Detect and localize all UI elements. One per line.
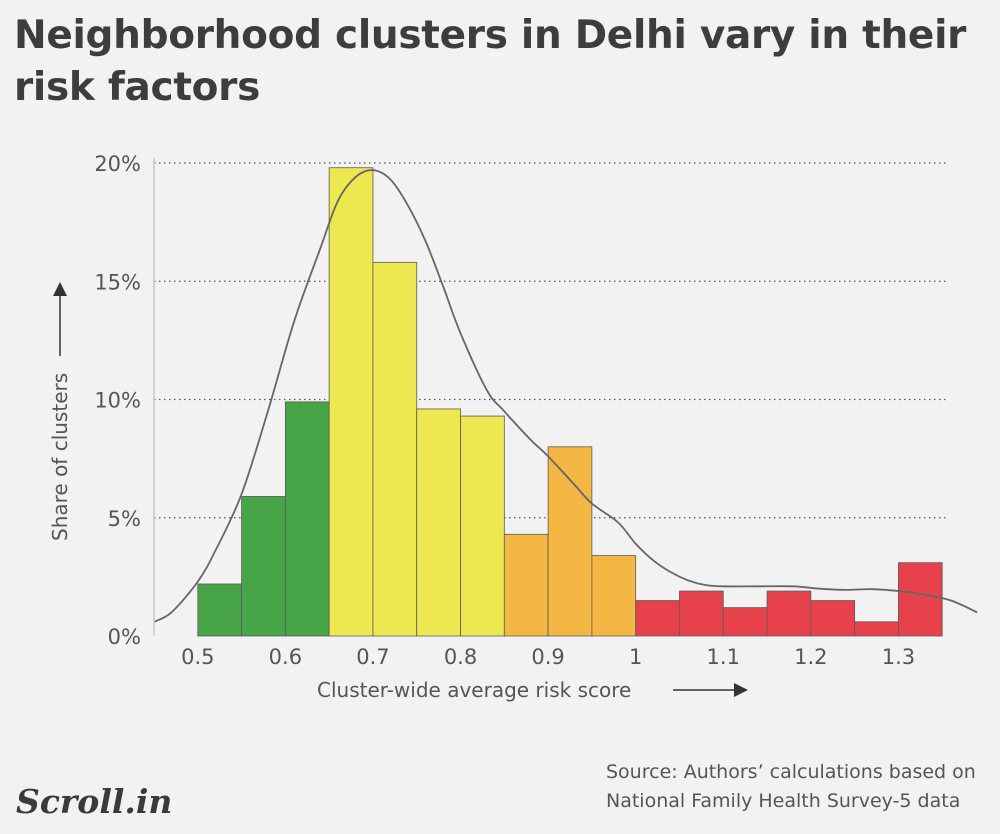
y-axis-label: Share of clusters: [48, 373, 72, 541]
histogram-bar: [547, 446, 593, 637]
scroll-logo: Scroll.in: [16, 782, 173, 821]
x-tick-labels: 0.5 0.6 0.7 0.8 0.9 1 1.1 1.2 1.3: [181, 645, 915, 669]
histogram-bar: [591, 555, 637, 637]
y-tick-label: 0%: [108, 625, 141, 649]
histogram-bar: [284, 401, 330, 637]
x-tick-label: 1.3: [882, 645, 915, 669]
y-tick-label: 15%: [94, 270, 141, 294]
x-tick-label: 0.7: [356, 645, 389, 669]
chart-title: Neighborhood clusters in Delhi vary in t…: [14, 13, 967, 110]
histogram-bar: [722, 607, 768, 637]
histogram-bars: [197, 167, 943, 637]
x-tick-label: 0.5: [181, 645, 214, 669]
x-tick-label: 0.8: [444, 645, 477, 669]
x-tick-label: 1.2: [794, 645, 827, 669]
histogram-bar: [416, 408, 461, 637]
histogram-bar: [372, 261, 418, 637]
histogram-bar: [241, 496, 286, 637]
histogram-bar: [503, 533, 549, 637]
source-line-1: Source: Authors’ calculations based on: [606, 761, 976, 783]
histogram-bar: [635, 600, 680, 637]
x-tick-label: 0.6: [269, 645, 302, 669]
histogram-bar: [898, 562, 943, 637]
source-line-2: National Family Health Survey-5 data: [606, 790, 961, 812]
histogram-bar: [810, 600, 856, 637]
y-tick-label: 10%: [94, 389, 141, 413]
y-axis-arrow: [53, 282, 67, 356]
x-axis-arrow: [673, 683, 748, 697]
density-curve: [153, 169, 978, 623]
y-tick-labels: 0% 5% 10% 15% 20%: [94, 152, 141, 649]
histogram-bar: [854, 621, 899, 637]
histogram-bar: [197, 583, 242, 637]
y-tick-label: 20%: [94, 152, 141, 176]
source-note: Source: Authors’ calculations based on N…: [606, 758, 996, 816]
histogram-bar: [460, 415, 505, 637]
x-tick-label: 1: [629, 645, 642, 669]
histogram-bar: [766, 590, 812, 637]
x-axis-label: Cluster-wide average risk score: [317, 678, 631, 702]
histogram-bar: [328, 167, 374, 637]
histogram-bar: [679, 590, 724, 637]
y-tick-label: 5%: [108, 507, 141, 531]
x-tick-label: 1.1: [707, 645, 740, 669]
x-tick-label: 0.9: [531, 645, 564, 669]
